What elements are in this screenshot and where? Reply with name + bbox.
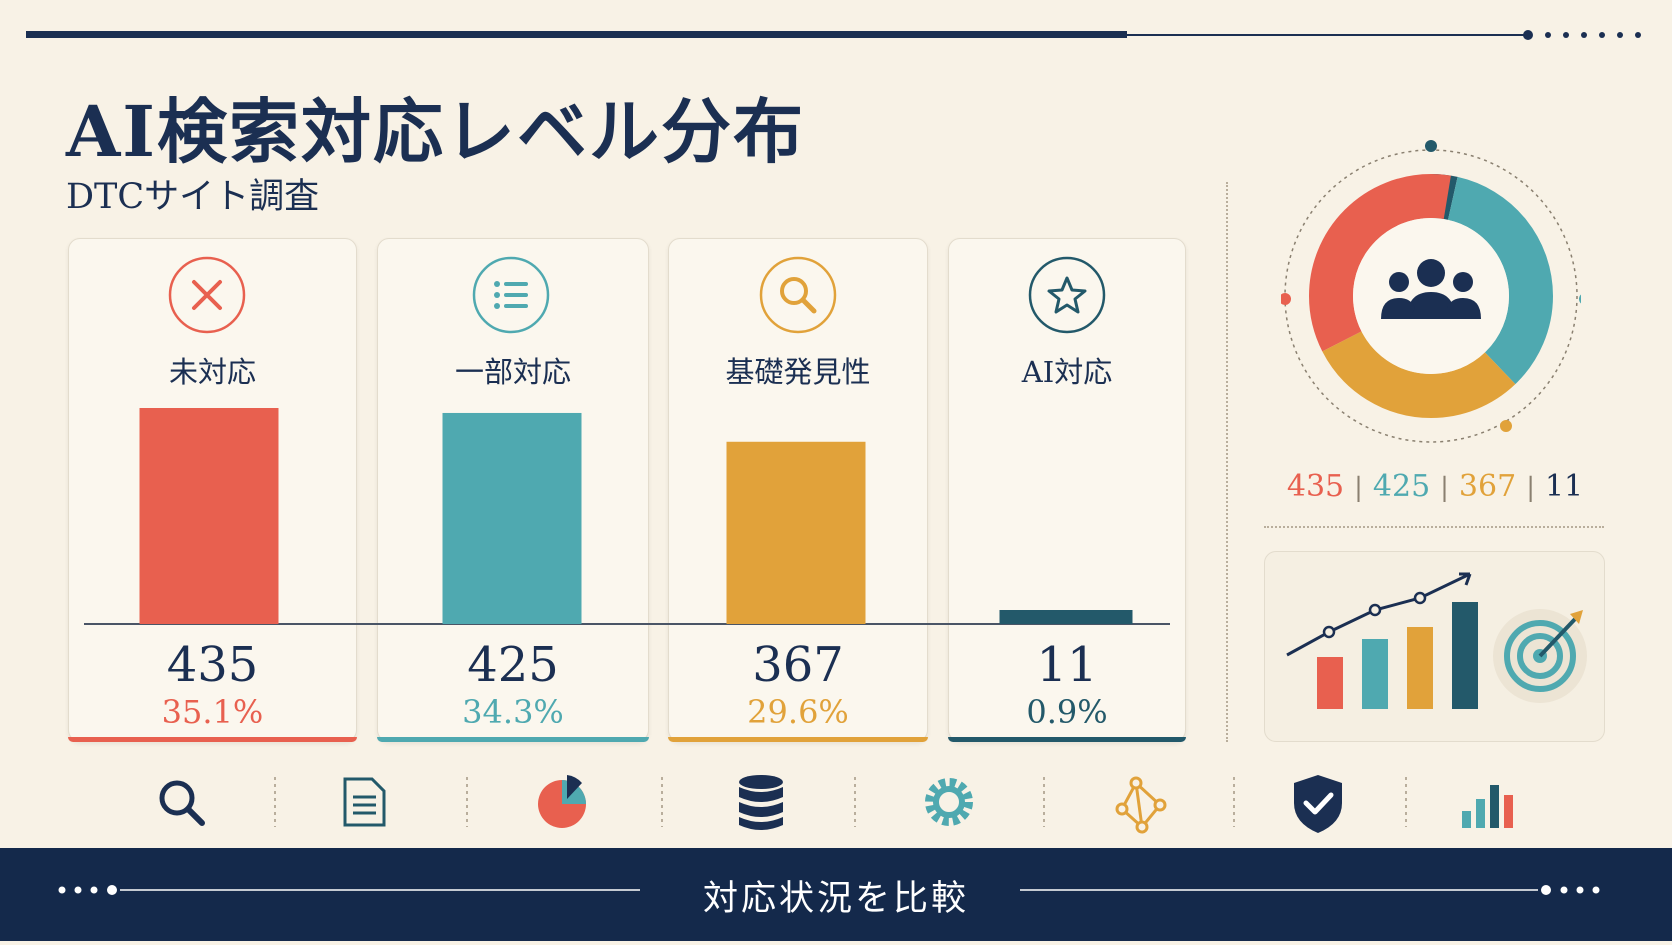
page-title: AI検索対応レベル分布 (66, 90, 806, 173)
card-accent-stripe (948, 737, 1186, 742)
search-icon (759, 256, 837, 334)
network-icon (1115, 776, 1167, 834)
bar-chart-icon (1462, 785, 1513, 828)
list-icon (472, 256, 550, 334)
card-percent: 35.1% (161, 693, 264, 731)
growth-chart-icon (1286, 572, 1587, 709)
legend-separator: | (1354, 473, 1363, 503)
users-icon (1381, 259, 1481, 319)
category-card-basic: 基礎発見性 367 29.6% (668, 238, 928, 742)
legend-value: 367 (1458, 469, 1517, 504)
card-value: 425 (467, 637, 559, 693)
donut-slice-3 (1309, 174, 1553, 418)
card-label: 基礎発見性 (725, 355, 871, 389)
legend-value: 435 (1286, 469, 1345, 504)
card-percent: 34.3% (462, 693, 564, 731)
card-label: 一部対応 (454, 355, 571, 389)
card-label: AI対応 (1021, 355, 1113, 389)
donut-legend: 435 | 425 | 367 | 11 (1270, 469, 1600, 504)
growth-panel (1264, 551, 1605, 742)
category-card-ai: AI対応 11 0.9% (948, 238, 1186, 742)
card-label: 未対応 (168, 355, 256, 389)
target-icon (1493, 609, 1587, 703)
top-dots-ornament (1523, 30, 1641, 40)
card-accent-stripe (668, 737, 928, 742)
card-percent: 0.9% (1026, 693, 1108, 731)
top-rule (26, 31, 1127, 38)
donut-chart (1281, 140, 1581, 443)
close-icon (168, 256, 246, 334)
gear-icon (925, 778, 973, 826)
footer-band (0, 848, 1672, 941)
horizontal-divider (1264, 526, 1604, 528)
card-value: 367 (752, 637, 844, 693)
star-icon (1028, 256, 1106, 334)
donut-slice-1 (1309, 174, 1553, 418)
category-card-partial: 一部対応 425 34.3% (377, 238, 649, 742)
database-icon (739, 775, 783, 830)
vertical-divider (1226, 182, 1228, 742)
card-accent-stripe (377, 737, 649, 742)
category-card-unsupported: 未対応 435 35.1% (68, 238, 357, 742)
legend-separator: | (1526, 473, 1535, 503)
pie-chart-icon (538, 775, 586, 828)
footer-ornament (58, 885, 1600, 895)
search-icon (159, 780, 205, 826)
page-subtitle: DTCサイト調査 (66, 177, 320, 217)
legend-value: 425 (1372, 469, 1431, 504)
footer-label: 対応状況を比較 (702, 879, 969, 919)
shield-check-icon (1294, 775, 1342, 833)
donut-slice-2 (1309, 174, 1553, 418)
card-accent-stripe (68, 737, 357, 742)
card-value: 435 (166, 637, 259, 693)
legend-separator: | (1440, 473, 1449, 503)
card-percent: 29.6% (747, 693, 849, 731)
top-rule-thin (1127, 34, 1527, 36)
card-value: 11 (1036, 637, 1098, 693)
document-icon (343, 777, 386, 827)
legend-value: 11 (1544, 469, 1584, 504)
icon-row (159, 775, 1513, 834)
